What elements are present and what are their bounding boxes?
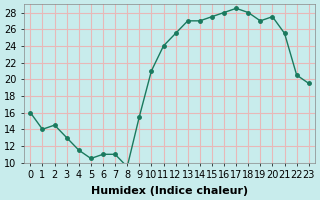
X-axis label: Humidex (Indice chaleur): Humidex (Indice chaleur) [91,186,248,196]
